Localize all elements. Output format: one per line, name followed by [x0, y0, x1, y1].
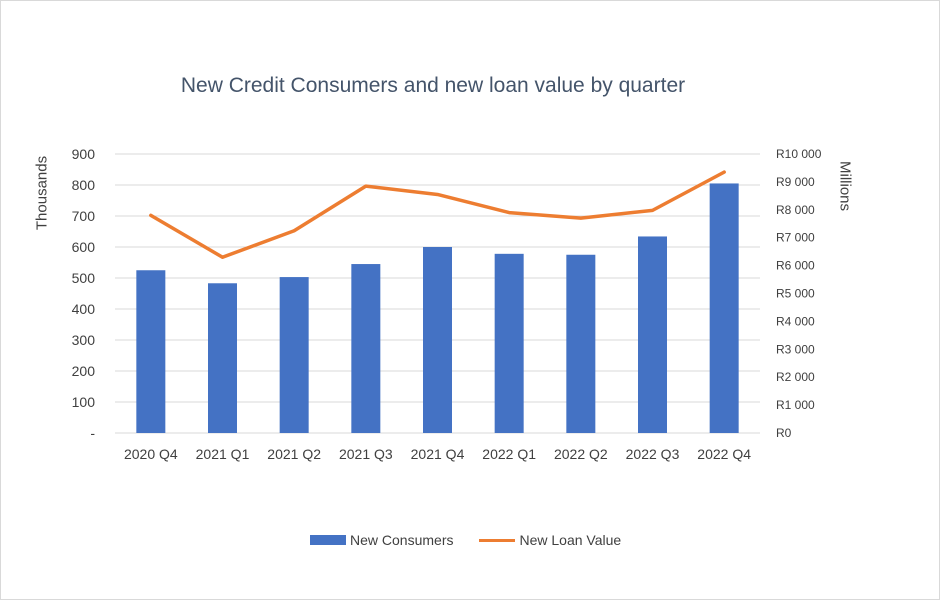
x-tick-label: 2021 Q1 [196, 446, 250, 462]
legend-label-new-consumers: New Consumers [350, 532, 454, 548]
x-tick-label: 2022 Q2 [554, 446, 608, 462]
y-tick-label-right: R8 000 [776, 203, 815, 217]
legend-label-new-loan-value: New Loan Value [519, 532, 622, 548]
legend-item-new-consumers: New Consumers [310, 532, 453, 548]
point-new-loan-value [292, 229, 296, 233]
point-new-loan-value [722, 170, 726, 174]
legend-swatch-bar [310, 535, 346, 545]
y-tick-label-right: R4 000 [776, 314, 815, 328]
x-tick-label: 2021 Q2 [267, 446, 321, 462]
bar-new-consumers [566, 254, 596, 433]
x-tick-label: 2022 Q4 [697, 446, 751, 462]
bar-new-consumers [638, 236, 667, 433]
y-tick-label-left: 900 [72, 146, 96, 162]
y-tick-label-right: R5 000 [776, 287, 815, 301]
legend-item-new-loan-value: New Loan Value [479, 532, 621, 548]
y-tick-label-left: 100 [72, 394, 96, 410]
y-tick-label-right: R6 000 [776, 259, 815, 273]
bar-new-consumers [494, 253, 524, 433]
point-new-loan-value [579, 216, 583, 220]
point-new-loan-value [221, 255, 224, 259]
x-tick-label: 2021 Q3 [339, 446, 393, 462]
x-tick-label: 2022 Q1 [482, 446, 536, 462]
y-tick-label-right: R0 [776, 426, 792, 440]
y-tick-label-left: - [90, 425, 95, 441]
legend-swatch-line [479, 538, 516, 542]
y-tick-label-left: 800 [72, 177, 96, 193]
y-tick-label-right: R3 000 [776, 342, 815, 356]
bar-new-consumers [279, 277, 309, 433]
bar-new-consumers [709, 183, 739, 433]
x-tick-label: 2020 Q4 [124, 446, 178, 462]
y-tick-label-left: 200 [72, 363, 96, 379]
point-new-loan-value [149, 213, 153, 217]
chart-legend: New Consumers New Loan Value [310, 532, 647, 548]
y-tick-label-right: R10 000 [776, 147, 822, 161]
y-tick-label-left: 600 [72, 239, 96, 255]
bar-new-consumers [423, 247, 452, 433]
y-tick-label-right: R2 000 [776, 370, 815, 384]
y-tick-label-right: R7 000 [776, 231, 815, 245]
bar-new-consumers [351, 264, 381, 433]
point-new-loan-value [507, 211, 511, 215]
bar-new-consumers [136, 270, 166, 433]
point-new-loan-value [436, 192, 439, 196]
y-tick-label-right: R9 000 [776, 175, 815, 189]
x-tick-label: 2021 Q4 [411, 446, 465, 462]
point-new-loan-value [364, 184, 368, 188]
y-tick-label-left: 300 [72, 332, 96, 348]
chart-title: New Credit Consumers and new loan value … [180, 74, 686, 97]
x-tick-label: 2022 Q3 [626, 446, 680, 462]
point-new-loan-value [651, 208, 654, 212]
y-tick-label-right: R1 000 [776, 398, 815, 412]
y-tick-label-left: 500 [72, 270, 96, 286]
y-tick-label-left: 400 [72, 301, 96, 317]
y-tick-label-left: 700 [72, 208, 96, 224]
bar-new-consumers [208, 283, 237, 433]
